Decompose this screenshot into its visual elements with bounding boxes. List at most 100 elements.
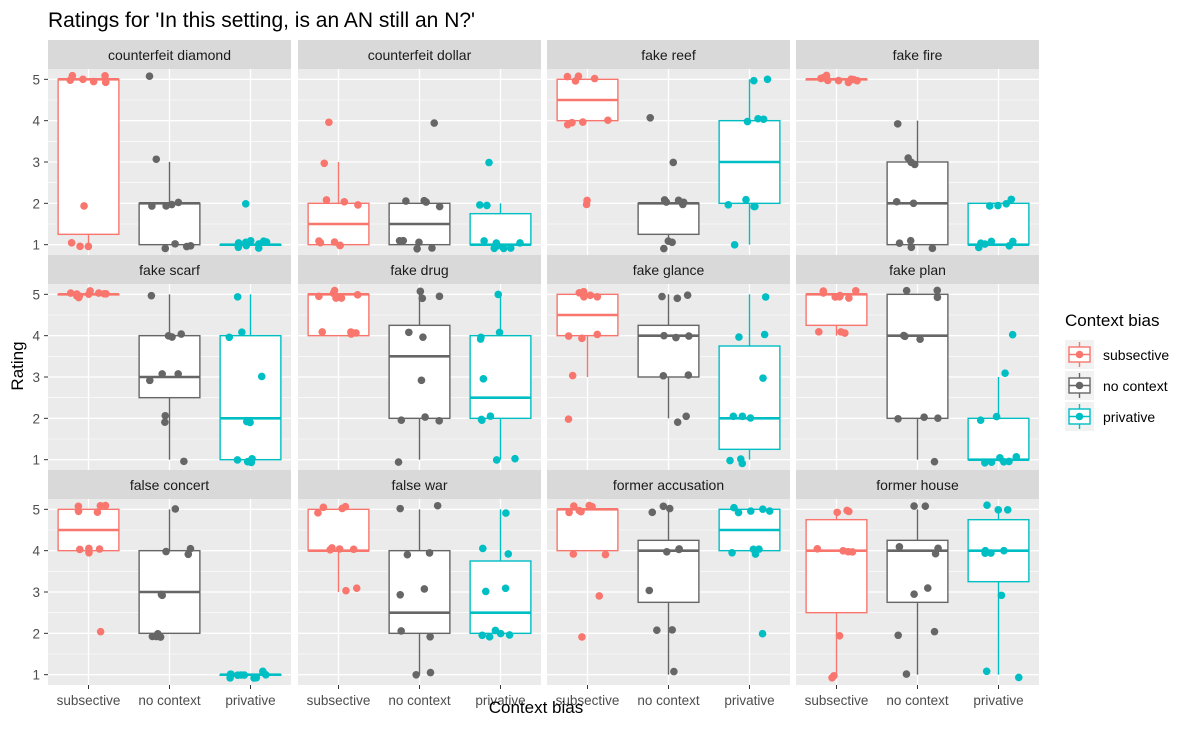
box-no-context [886,293,949,460]
data-point [987,237,996,246]
data-point [516,239,524,247]
data-point [168,333,176,341]
data-point [68,71,77,80]
data-point [931,549,940,558]
data-point [845,294,853,302]
data-point [563,72,572,81]
facet-panels: counterfeit diamond 1 2 3 4 5 counterfeit doll… [32,40,1039,708]
strip-fake-drug [298,255,541,284]
strip-label: fake scarf [139,262,200,278]
strip-false-concert [48,470,291,499]
data-point [417,376,426,385]
data-point [320,159,329,168]
facet-fake-fire: fake fire [796,40,1039,255]
data-point [171,505,180,513]
data-point [601,550,610,559]
box-iqr [57,78,120,236]
strip-fake-glance [547,255,790,284]
data-point [174,198,183,207]
data-point [659,502,668,511]
data-point [225,333,234,342]
data-point [746,414,755,422]
strip-label: former accusation [613,477,724,493]
data-point [977,239,985,248]
data-point [982,667,991,676]
data-point [478,544,487,553]
data-point [240,671,249,679]
data-point [89,77,98,86]
data-point [895,543,904,551]
data-point [336,241,344,250]
data-point [571,77,580,85]
data-point [494,290,503,299]
data-point [730,241,739,249]
data-point [234,239,243,247]
data-point [485,158,493,167]
x-tick-label: privative [225,693,275,708]
data-point [758,505,767,513]
legend-item-subsective: subsective [1065,340,1169,369]
legend-label: subsective [1103,347,1169,363]
box-iqr [718,345,781,451]
data-point [904,154,912,162]
y-tick-label: 1 [32,453,40,468]
data-point [146,376,154,385]
strip-label: counterfeit diamond [108,47,231,63]
data-point [646,113,655,122]
data-point [352,584,361,593]
data-point [96,627,105,636]
data-point [837,328,845,336]
data-point [403,550,412,559]
data-point [177,330,186,338]
data-point [161,418,169,426]
data-point [435,417,444,425]
data-point [483,201,491,210]
data-point [171,240,179,248]
box-iqr [967,417,1030,461]
data-point [233,671,242,680]
strip-fake-fire [796,40,1039,69]
data-point [743,117,752,126]
data-point [67,239,76,247]
data-point [158,370,166,378]
data-point [1012,453,1021,461]
data-point [834,76,843,85]
y-axis-title: Rating [8,341,27,390]
data-point [499,244,508,253]
data-point [255,240,263,248]
box-privative [967,202,1030,246]
data-point [682,412,690,421]
data-point [593,292,602,301]
y-tick-label: 5 [32,72,40,87]
data-point [328,544,336,552]
data-point [66,289,75,297]
data-point [659,371,668,380]
x-tick-label: subsective [57,693,121,708]
data-point [1001,369,1009,377]
y-tick-label: 2 [32,411,40,426]
data-point [569,502,578,510]
box-iqr [805,293,868,327]
data-point [648,508,657,517]
data-point [738,412,747,421]
data-point [759,115,768,124]
plot-title: Ratings for 'In this setting, is an AN s… [48,9,475,32]
box-privative [219,243,282,246]
data-point [813,544,822,553]
data-point [662,547,671,556]
facet-false-war: false war subsective no context privative [298,470,541,708]
data-point [976,416,985,424]
data-point [319,503,328,512]
strip-label: counterfeit dollar [368,47,472,63]
data-point [1005,242,1014,250]
box-privative [718,508,781,552]
data-point [322,196,331,204]
data-point [502,509,510,517]
data-point [750,76,758,85]
data-point [1008,330,1017,339]
facet-counterfeit-diamond: counterfeit diamond 1 2 3 4 5 [32,40,291,255]
data-point [342,586,350,595]
y-tick-label: 3 [32,585,40,600]
strip-label: fake reef [641,47,696,63]
data-point [814,328,823,336]
